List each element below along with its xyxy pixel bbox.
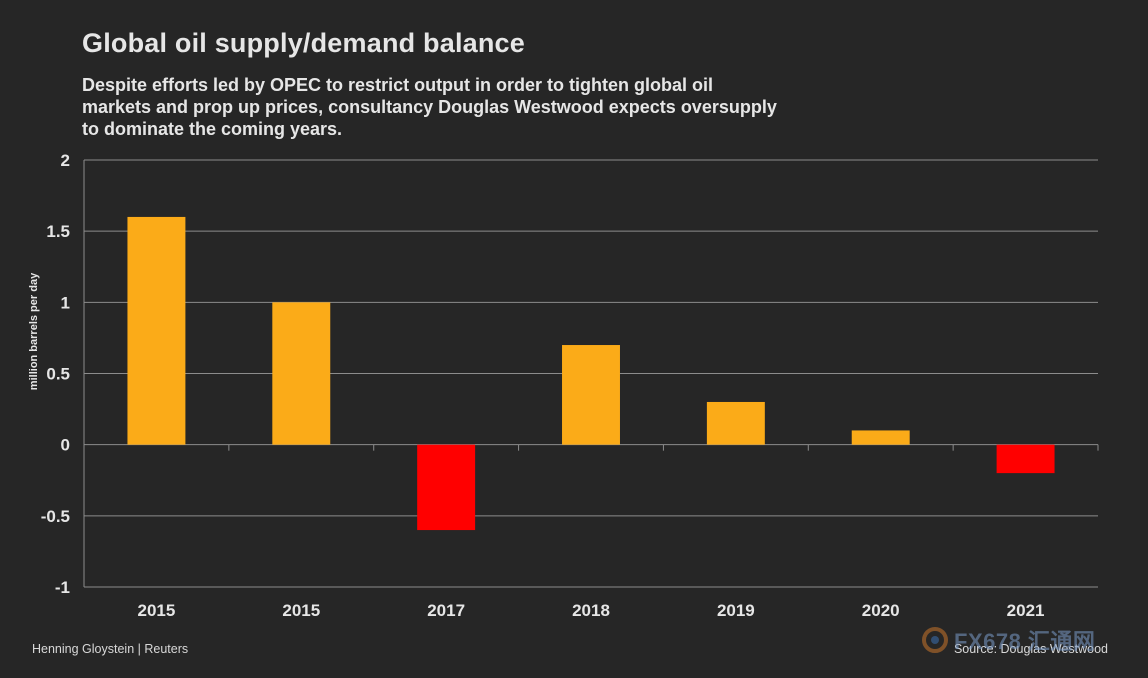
x-tick-label: 2018 xyxy=(572,601,610,620)
y-axis-label: million barrels per day xyxy=(28,272,40,390)
bar xyxy=(417,444,476,531)
watermark-logo-icon xyxy=(922,627,948,653)
y-tick-label: 0.5 xyxy=(46,365,70,384)
x-tick-label: 2015 xyxy=(282,601,320,620)
x-tick-label: 2015 xyxy=(138,601,176,620)
x-tick-label: 2020 xyxy=(862,601,900,620)
bar xyxy=(272,302,331,445)
y-tick-label: 0 xyxy=(61,436,70,455)
x-tick-label: 2017 xyxy=(427,601,465,620)
y-tick-label: 1 xyxy=(61,293,70,312)
bar xyxy=(996,444,1055,474)
y-tick-label: 2 xyxy=(61,151,70,170)
byline: Henning Gloystein | Reuters xyxy=(32,642,189,656)
y-tick-label: 1.5 xyxy=(46,222,70,241)
x-tick-label: 2021 xyxy=(1007,601,1045,620)
chart-subtitle: Despite efforts led by OPEC to restrict … xyxy=(82,75,777,139)
bar xyxy=(851,430,910,445)
x-tick-label: 2019 xyxy=(717,601,755,620)
bar xyxy=(127,216,186,445)
bar xyxy=(706,401,765,445)
y-tick-label: -0.5 xyxy=(41,507,70,526)
watermark-text: FX678 汇通网 xyxy=(954,629,1096,654)
source-note: Source: Douglas Westwood xyxy=(953,642,1108,656)
watermark-logo: FX678 汇通网 xyxy=(922,624,1132,656)
bar xyxy=(562,345,620,445)
y-tick-label: -1 xyxy=(55,578,70,597)
chart-title: Global oil supply/demand balance xyxy=(82,28,525,58)
